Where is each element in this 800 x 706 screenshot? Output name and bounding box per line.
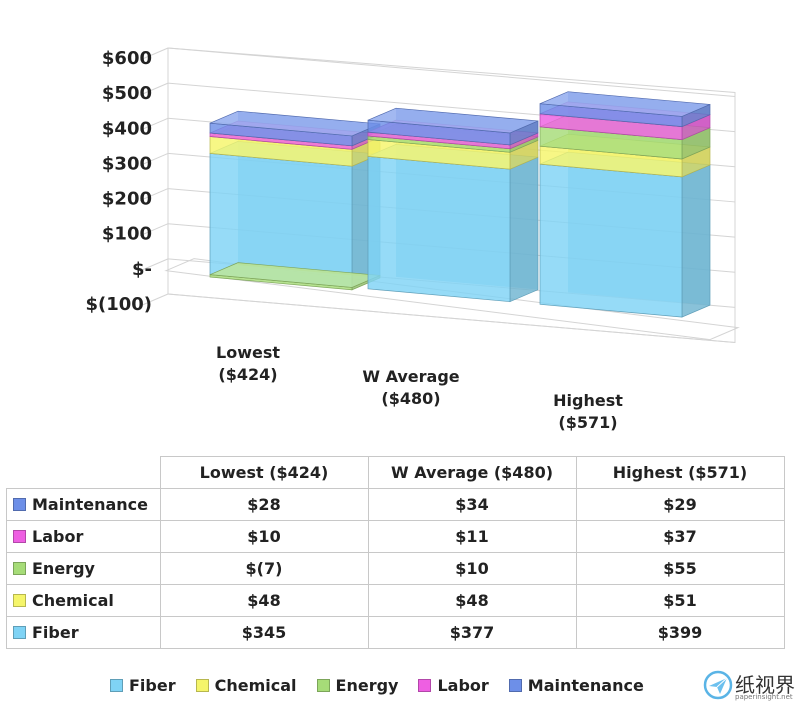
table-corner-cell xyxy=(6,456,161,489)
series-swatch xyxy=(13,498,26,511)
table-row: Labor $10 $11 $37 xyxy=(6,520,785,553)
table-cell: $11 xyxy=(367,520,577,553)
table-col-header: W Average ($480) xyxy=(367,456,577,489)
table-row-header: Chemical xyxy=(6,584,161,617)
gridline-side xyxy=(139,188,169,202)
table-row: Energy $(7) $10 $55 xyxy=(6,552,785,585)
bar-side xyxy=(509,156,539,303)
legend-label: Labor xyxy=(437,676,489,695)
gridline-side xyxy=(139,82,169,96)
table-cell: $377 xyxy=(367,616,577,649)
legend-item: Maintenance xyxy=(508,676,644,695)
table-cell: $51 xyxy=(575,584,785,617)
gridline-side xyxy=(139,47,169,61)
legend-swatch xyxy=(508,679,522,692)
table-row-header: Maintenance xyxy=(6,488,161,521)
category-label: W Average xyxy=(362,367,459,386)
table-row-header: Energy xyxy=(6,552,161,585)
legend-item: Energy xyxy=(316,676,399,695)
category-label: Lowest xyxy=(216,343,280,362)
gridline-side xyxy=(139,117,169,131)
bar-front xyxy=(539,163,683,318)
table-cell: $48 xyxy=(159,584,369,617)
watermark-site: paperinsight.net xyxy=(735,693,793,701)
y-tick-label: $(100) xyxy=(85,294,152,315)
table-row-header: Fiber xyxy=(6,616,161,649)
table-cell: $29 xyxy=(575,488,785,521)
legend-swatch xyxy=(195,679,209,692)
legend-swatch xyxy=(316,679,330,692)
paper-plane-icon xyxy=(703,670,733,700)
legend-label: Maintenance xyxy=(527,676,644,695)
series-name: Fiber xyxy=(32,623,79,642)
category-label: ($480) xyxy=(381,389,440,408)
bar-side xyxy=(681,164,711,318)
table-cell: $37 xyxy=(575,520,785,553)
table-col-header: Lowest ($424) xyxy=(159,456,369,489)
series-name: Chemical xyxy=(32,591,114,610)
gridline-side xyxy=(139,152,169,166)
y-tick-label: $100 xyxy=(102,224,152,245)
table-header-row: Lowest ($424) W Average ($480) Highest (… xyxy=(6,456,785,489)
series-swatch xyxy=(13,562,26,575)
gridline-side xyxy=(139,293,169,307)
series-name: Maintenance xyxy=(32,495,149,514)
table-row: Maintenance $28 $34 $29 xyxy=(6,488,785,521)
watermark: 纸视界 paperinsight.net xyxy=(703,668,798,704)
data-table: Lowest ($424) W Average ($480) Highest (… xyxy=(6,456,785,649)
gridline xyxy=(167,293,736,344)
table-cell: $(7) xyxy=(159,552,369,585)
table-cell: $399 xyxy=(575,616,785,649)
series-name: Energy xyxy=(32,559,95,578)
y-tick-label: $300 xyxy=(102,153,152,174)
gridline xyxy=(167,47,736,98)
bar-segment-maintenance xyxy=(539,91,711,128)
table-cell: $28 xyxy=(159,488,369,521)
legend-item: Chemical xyxy=(195,676,297,695)
category-label: ($571) xyxy=(558,413,617,432)
series-swatch xyxy=(13,626,26,639)
watermark-title: 纸视界 xyxy=(735,673,795,697)
y-tick-label: $- xyxy=(132,259,152,280)
bar-segment-fiber xyxy=(539,151,711,318)
legend-label: Chemical xyxy=(214,676,297,695)
table-row-header: Labor xyxy=(6,520,161,553)
bar-top xyxy=(367,107,539,134)
legend-swatch xyxy=(418,679,432,692)
legend-label: Fiber xyxy=(129,676,176,695)
y-tick-label: $600 xyxy=(102,48,152,69)
table-cell: $55 xyxy=(575,552,785,585)
series-swatch xyxy=(13,594,26,607)
y-tick-label: $400 xyxy=(102,118,152,139)
table-cell: $10 xyxy=(159,520,369,553)
bar-top xyxy=(539,91,711,117)
category-label: ($424) xyxy=(218,365,277,384)
gridline-side xyxy=(139,223,169,237)
chart-plot: $(100) $- $100 $200 $300 $400 $500 $600 Lowest ($… xyxy=(85,47,740,432)
series-name: Labor xyxy=(32,527,84,546)
table-row: Fiber $345 $377 $399 xyxy=(6,616,785,649)
y-tick-label: $500 xyxy=(102,83,152,104)
chart-legend: Fiber Chemical Energy Labor Maintenance xyxy=(110,676,644,695)
legend-label: Energy xyxy=(335,676,399,695)
gridline-side xyxy=(139,258,169,272)
legend-item: Labor xyxy=(418,676,489,695)
series-swatch xyxy=(13,530,26,543)
table-cell: $34 xyxy=(367,488,577,521)
bar-segment-maintenance xyxy=(367,107,539,146)
table-row: Chemical $48 $48 $51 xyxy=(6,584,785,617)
chart-floor xyxy=(164,258,740,341)
legend-item: Fiber xyxy=(110,676,176,695)
y-tick-label: $200 xyxy=(102,189,152,210)
table-cell: $345 xyxy=(159,616,369,649)
table-col-header: Highest ($571) xyxy=(575,456,785,489)
category-label: Highest xyxy=(553,391,623,410)
bar-front xyxy=(367,155,511,303)
table-cell: $48 xyxy=(367,584,577,617)
table-cell: $10 xyxy=(367,552,577,585)
legend-swatch xyxy=(110,679,123,692)
